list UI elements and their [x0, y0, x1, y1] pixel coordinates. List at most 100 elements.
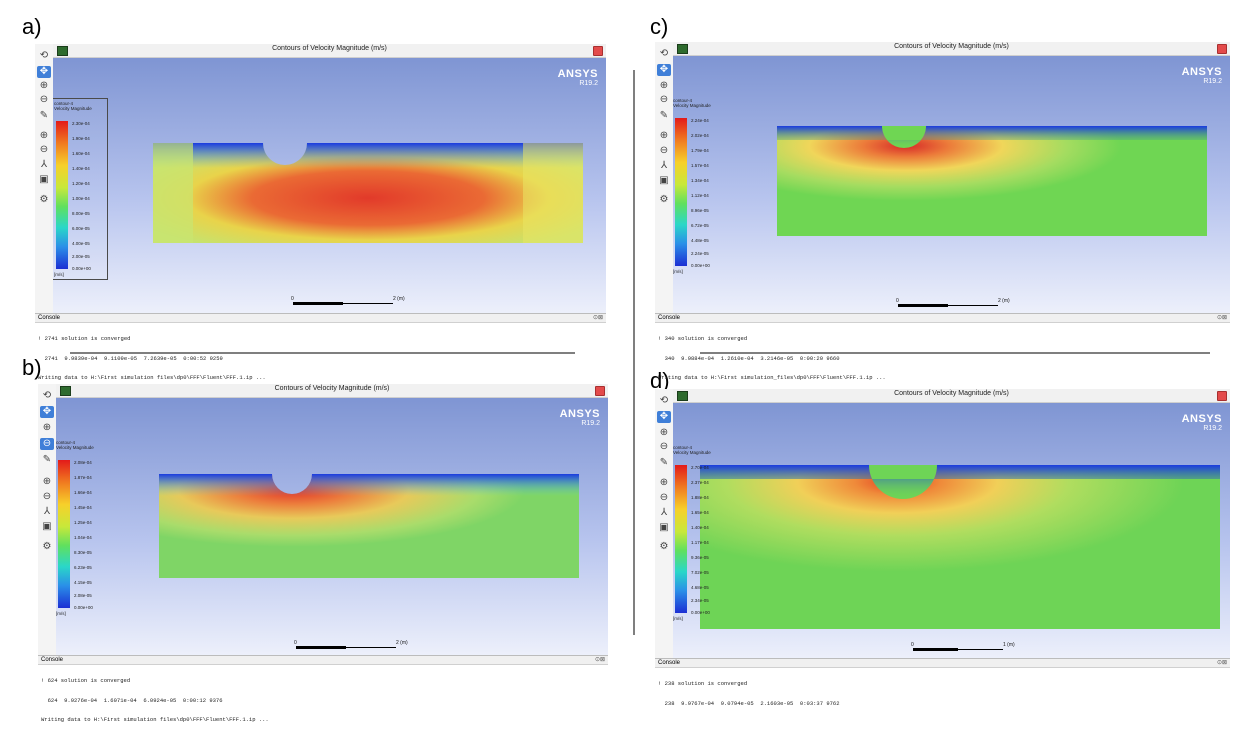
rotate-icon[interactable]: ⟲	[659, 395, 669, 406]
fluent-window-a: ⟲ ✥ ⊕ ⊖ ✎ ⊕ ⊖ ⅄ ▣ ⚙ Contours of Velocity…	[35, 44, 606, 381]
rotate-icon[interactable]: ⟲	[39, 50, 49, 61]
fit-icon[interactable]: ⊖	[659, 492, 669, 503]
window-title-c: Contours of Velocity Magnitude (m/s)	[894, 43, 1009, 50]
screenshot-icon[interactable]: ▣	[42, 521, 52, 532]
console-options-icon[interactable]: ⊙⊠	[594, 657, 605, 663]
zoom-out-icon[interactable]: ⊖	[39, 94, 49, 105]
console-a: Console ⊙⊠ ! 2741 solution is converged …	[35, 313, 606, 381]
zoom-box-icon[interactable]: ⊕	[659, 130, 669, 141]
screenshot-icon[interactable]: ▣	[659, 522, 669, 533]
zoom-box-icon[interactable]: ⊕	[39, 130, 49, 141]
console-header-c: Console ⊙⊠	[655, 314, 1230, 323]
zoom-in-icon[interactable]: ⊕	[659, 80, 669, 91]
console-output-b: ! 624 solution is converged 624 9.9276e-…	[41, 677, 269, 723]
title-bar-a: Contours of Velocity Magnitude (m/s)	[53, 44, 606, 58]
display-options-icon[interactable]: ⚙	[659, 541, 669, 552]
display-options-icon[interactable]: ⚙	[42, 541, 52, 552]
graphics-viewport-c[interactable]: ANSYS R19.2 contour-4 Velocity Magnitude…	[673, 56, 1230, 314]
divider-vertical	[633, 70, 635, 635]
title-bar-d: Contours of Velocity Magnitude (m/s)	[673, 389, 1230, 403]
velocity-contour-a	[153, 143, 583, 243]
fit-icon[interactable]: ⊖	[42, 491, 52, 502]
scale-bar-d	[913, 648, 1003, 651]
probe-icon[interactable]: ✎	[42, 454, 52, 465]
fluent-app-icon	[677, 44, 688, 54]
close-button-a[interactable]	[593, 46, 603, 56]
axis-icon[interactable]: ⅄	[43, 506, 51, 517]
pan-icon[interactable]: ✥	[37, 66, 51, 78]
colorbar-title-c: contour-4 Velocity Magnitude	[673, 98, 711, 108]
graphics-viewport-b[interactable]: ANSYS R19.2 contour-4 Velocity Magnitude…	[56, 398, 608, 656]
ansys-logo-a: ANSYS R19.2	[557, 68, 598, 87]
screenshot-icon[interactable]: ▣	[39, 174, 49, 185]
probe-icon[interactable]: ✎	[659, 110, 669, 121]
ansys-logo-c: ANSYS R19.2	[1181, 66, 1222, 85]
console-output-a: ! 2741 solution is converged 2741 9.9839…	[38, 335, 266, 381]
console-header-d: Console ⊙⊠	[655, 659, 1230, 668]
velocity-contour-b	[159, 474, 579, 578]
graphics-viewport-d[interactable]: ANSYS R19.2 contour-	[673, 403, 1230, 659]
console-header-b: Console ⊙⊠	[38, 656, 608, 665]
zoom-out-icon[interactable]: ⊖	[659, 94, 669, 105]
scale-bar-b	[296, 646, 396, 649]
close-button-c[interactable]	[1217, 44, 1227, 54]
display-options-icon[interactable]: ⚙	[659, 194, 669, 205]
console-c: Console ⊙⊠ ! 340 solution is converged 3…	[655, 313, 1230, 381]
axis-icon[interactable]: ⅄	[660, 507, 668, 518]
console-options-icon[interactable]: ⊙⊠	[1216, 315, 1227, 321]
velocity-contour-d	[700, 465, 1220, 629]
console-options-icon[interactable]: ⊙⊠	[592, 315, 603, 321]
fluent-app-icon	[677, 391, 688, 401]
window-title-b: Contours of Velocity Magnitude (m/s)	[274, 385, 390, 392]
zoom-in-icon[interactable]: ⊕	[659, 427, 669, 438]
divider-right	[700, 352, 1210, 354]
fluent-app-icon	[57, 46, 68, 56]
probe-icon[interactable]: ✎	[39, 110, 49, 121]
fit-icon[interactable]: ⊖	[39, 144, 49, 155]
title-bar-b: Contours of Velocity Magnitude (m/s)	[56, 384, 608, 398]
console-output-c: ! 340 solution is converged 340 9.9884e-…	[658, 335, 886, 381]
ansys-logo-b: ANSYS R19.2	[559, 408, 600, 427]
fluent-window-d: ⟲ ✥ ⊕ ⊖ ✎ ⊕ ⊖ ⅄ ▣ ⚙ Contours of Velocity…	[655, 389, 1230, 706]
zoom-out-icon[interactable]: ⊖	[40, 438, 54, 450]
pan-icon[interactable]: ✥	[40, 406, 54, 418]
colorbar-d: contour-4 Velocity Magnitude 2.70e-04 2.…	[673, 443, 726, 623]
probe-icon[interactable]: ✎	[659, 457, 669, 468]
window-title-d: Contours of Velocity Magnitude (m/s)	[894, 390, 1009, 397]
screenshot-icon[interactable]: ▣	[659, 175, 669, 186]
toolbar-c: ⟲ ✥ ⊕ ⊖ ✎ ⊕ ⊖ ⅄ ▣ ⚙	[655, 42, 674, 344]
fit-icon[interactable]: ⊖	[659, 145, 669, 156]
graphics-viewport-a[interactable]: ANSYS R19.2 contour-4 Velocity Magnitude…	[53, 58, 606, 314]
rotate-icon[interactable]: ⟲	[659, 48, 669, 59]
colorbar-b: contour-4 Velocity Magnitude 2.08e-04 1.…	[56, 438, 109, 618]
scale-bar-c	[898, 304, 998, 307]
colorbar-c: contour-4 Velocity Magnitude 2.24e-04 2.…	[673, 96, 726, 276]
ansys-logo-d: ANSYS R19.2	[1181, 413, 1222, 432]
console-options-icon[interactable]: ⊙⊠	[1216, 660, 1227, 666]
toolbar-a: ⟲ ✥ ⊕ ⊖ ✎ ⊕ ⊖ ⅄ ▣ ⚙	[35, 44, 54, 342]
colorbar-title-a: contour-4 Velocity Magnitude	[54, 101, 92, 111]
zoom-box-icon[interactable]: ⊕	[659, 477, 669, 488]
panel-label-d: d)	[650, 368, 670, 393]
colorbar-title-b: contour-4 Velocity Magnitude	[56, 440, 94, 450]
display-options-icon[interactable]: ⚙	[39, 194, 49, 205]
close-button-d[interactable]	[1217, 391, 1227, 401]
pan-icon[interactable]: ✥	[657, 64, 671, 76]
zoom-out-icon[interactable]: ⊖	[659, 441, 669, 452]
zoom-in-icon[interactable]: ⊕	[42, 422, 52, 433]
toolbar-d: ⟲ ✥ ⊕ ⊖ ✎ ⊕ ⊖ ⅄ ▣ ⚙	[655, 389, 674, 689]
pan-icon[interactable]: ✥	[657, 411, 671, 423]
colorbar-title-d: contour-4 Velocity Magnitude	[673, 445, 711, 455]
title-bar-c: Contours of Velocity Magnitude (m/s)	[673, 42, 1230, 56]
axis-icon[interactable]: ⅄	[40, 159, 48, 170]
fluent-window-c: ⟲ ✥ ⊕ ⊖ ✎ ⊕ ⊖ ⅄ ▣ ⚙ Contours of Velocity…	[655, 42, 1230, 381]
close-button-b[interactable]	[595, 386, 605, 396]
axis-icon[interactable]: ⅄	[660, 160, 668, 171]
zoom-in-icon[interactable]: ⊕	[39, 80, 49, 91]
velocity-contour-c	[777, 126, 1207, 236]
fluent-window-b: ⟲ ✥ ⊕ ⊖ ✎ ⊕ ⊖ ⅄ ▣ ⚙ Contours of Velocity…	[38, 384, 608, 723]
zoom-box-icon[interactable]: ⊕	[42, 476, 52, 487]
rotate-icon[interactable]: ⟲	[42, 390, 52, 401]
console-b: Console ⊙⊠ ! 624 solution is converged 6…	[38, 655, 608, 723]
console-output-d: ! 238 solution is converged 238 9.9767e-…	[658, 680, 840, 707]
